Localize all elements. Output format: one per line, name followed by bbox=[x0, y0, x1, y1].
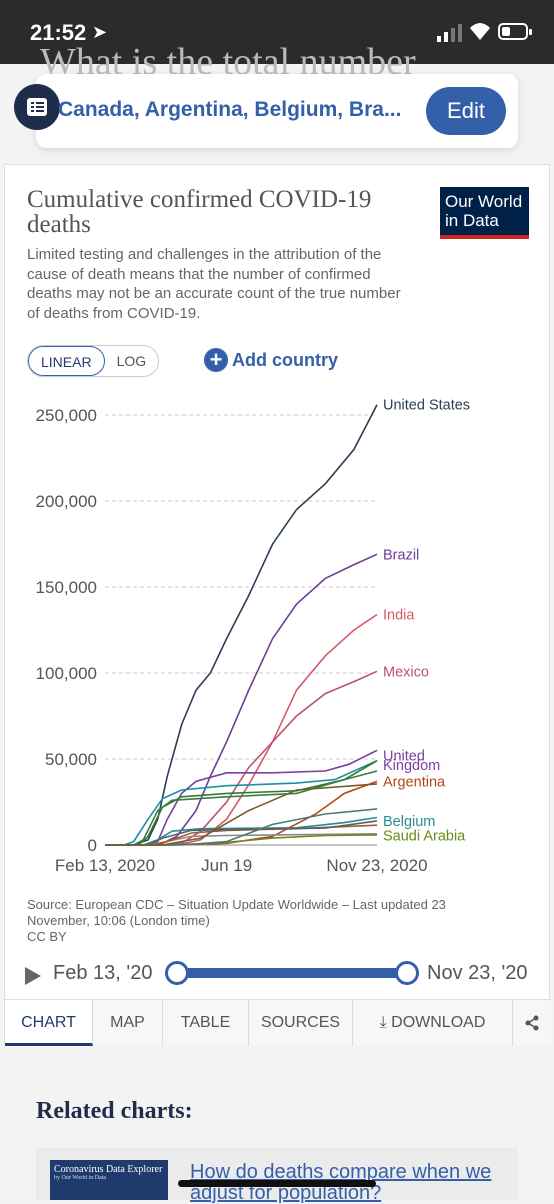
timeline-start-handle[interactable] bbox=[165, 961, 189, 985]
tab-download[interactable]: ⤓ DOWNLOAD bbox=[353, 1000, 513, 1046]
tab-sources[interactable]: SOURCES bbox=[249, 1000, 353, 1046]
x-tick-label: Feb 13, 2020 bbox=[55, 856, 155, 875]
series-line bbox=[105, 770, 378, 846]
x-tick-label: Jun 19 bbox=[201, 856, 252, 875]
timeline: Feb 13, '20 Nov 23, '20 bbox=[25, 960, 545, 990]
series-end-label: Saudi Arabia bbox=[383, 829, 466, 845]
y-tick-label: 150,000 bbox=[36, 578, 97, 597]
timeline-track[interactable] bbox=[175, 968, 405, 978]
status-bar: 21:52 ➤ bbox=[0, 0, 554, 64]
series-end-label: Kingdom bbox=[383, 758, 440, 774]
series-line bbox=[105, 759, 378, 846]
location-arrow-icon: ➤ bbox=[92, 22, 108, 42]
country-list-button[interactable] bbox=[14, 84, 60, 130]
selected-countries[interactable]: Canada, Argentina, Belgium, Bra... bbox=[58, 98, 402, 121]
series-line bbox=[105, 783, 378, 846]
y-tick-label: 250,000 bbox=[36, 406, 97, 425]
license-text: CC BY bbox=[27, 929, 67, 944]
download-icon: ⤓ bbox=[379, 1014, 387, 1031]
linear-scale-button[interactable]: LINEAR bbox=[28, 346, 105, 376]
timeline-end-label: Nov 23, '20 bbox=[427, 962, 528, 984]
series-end-label: United States bbox=[383, 398, 470, 414]
timeline-start-label: Feb 13, '20 bbox=[53, 962, 153, 984]
series-line bbox=[105, 553, 378, 846]
chart-card: Cumulative confirmed COVID-19 deaths Lim… bbox=[4, 164, 551, 1046]
country-selector-bar: Canada, Argentina, Belgium, Bra... Edit bbox=[14, 74, 518, 148]
related-chart-link[interactable]: How do deaths compare when we adjust for… bbox=[190, 1161, 492, 1204]
timeline-end-handle[interactable] bbox=[395, 961, 419, 985]
add-country-button[interactable]: + Add country bbox=[204, 345, 338, 375]
tab-table[interactable]: TABLE bbox=[163, 1000, 249, 1046]
y-tick-label: 200,000 bbox=[36, 492, 97, 511]
line-chart: 0 50,000 100,000 150,000 200,000 250,000 Feb 1… bbox=[36, 398, 471, 875]
thumb-subtitle: by Our World in Data bbox=[54, 1175, 107, 1181]
series-end-label: Argentina bbox=[383, 774, 446, 790]
status-time: 21:52 bbox=[30, 20, 87, 45]
tab-chart[interactable]: CHART bbox=[5, 1000, 93, 1046]
related-chart-card[interactable]: Coronavirus Data Explorer by Our World i… bbox=[36, 1148, 518, 1204]
add-country-label: Add country bbox=[232, 349, 338, 370]
series-end-label: Belgium bbox=[383, 814, 435, 830]
thumb-title: Coronavirus Data Explorer bbox=[54, 1164, 163, 1175]
play-icon[interactable] bbox=[25, 967, 41, 985]
tab-map[interactable]: MAP bbox=[93, 1000, 163, 1046]
series-line bbox=[105, 816, 378, 846]
battery-icon bbox=[498, 23, 532, 40]
list-icon bbox=[27, 98, 47, 116]
chart-title: Cumulative confirmed COVID-19 deaths bbox=[27, 186, 372, 238]
series-end-label: Mexico bbox=[383, 664, 429, 680]
plus-icon: + bbox=[204, 348, 228, 372]
background-heading: What is the total number bbox=[40, 41, 416, 76]
owid-logo[interactable]: Our World in Data bbox=[440, 187, 529, 239]
x-tick-label: Nov 23, 2020 bbox=[326, 856, 427, 875]
log-scale-button[interactable]: LOG bbox=[116, 353, 147, 369]
home-indicator bbox=[178, 1180, 376, 1187]
series-line bbox=[105, 670, 378, 846]
share-icon bbox=[525, 1015, 539, 1031]
owid-logo-text: Our World in Data bbox=[445, 192, 523, 230]
chart-tabs: CHART MAP TABLE SOURCES ⤓ DOWNLOAD bbox=[5, 999, 551, 1046]
series-end-label: Brazil bbox=[383, 547, 419, 563]
source-text: Source: European CDC – Situation Update … bbox=[27, 897, 446, 928]
y-tick-label: 100,000 bbox=[36, 664, 97, 683]
y-tick-label: 0 bbox=[88, 836, 97, 855]
tab-download-label: DOWNLOAD bbox=[391, 1014, 486, 1031]
chart-source: Source: European CDC – Situation Update … bbox=[27, 897, 507, 945]
wifi-icon bbox=[470, 23, 490, 40]
series-end-label: India bbox=[383, 608, 415, 624]
series-line bbox=[105, 613, 378, 846]
related-chart-thumbnail: Coronavirus Data Explorer by Our World i… bbox=[50, 1160, 168, 1200]
related-charts-heading: Related charts: bbox=[36, 1098, 193, 1124]
edit-button[interactable]: Edit bbox=[426, 87, 506, 135]
cellular-signal-icon bbox=[437, 24, 462, 42]
share-button[interactable] bbox=[513, 1000, 551, 1046]
y-tick-label: 50,000 bbox=[45, 750, 97, 769]
series-line bbox=[105, 404, 378, 846]
series-line bbox=[105, 808, 378, 846]
chart-subtitle: Limited testing and challenges in the at… bbox=[27, 246, 401, 322]
series-line bbox=[105, 760, 378, 846]
scale-toggle: LINEAR LOG bbox=[27, 345, 160, 377]
series-end-label: United bbox=[383, 749, 425, 765]
